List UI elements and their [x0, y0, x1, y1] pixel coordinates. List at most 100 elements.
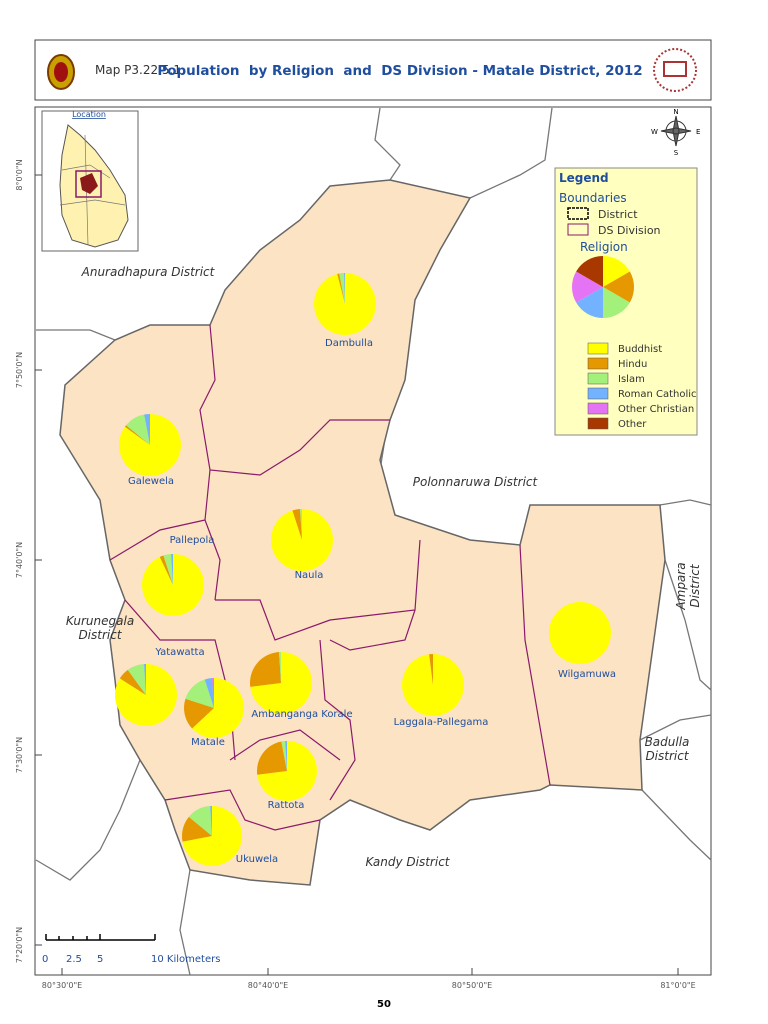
lon-label: 80°30'0"E	[42, 981, 82, 990]
legend-swatch	[587, 417, 609, 430]
legend-district-symbol	[567, 207, 589, 220]
external-boundaries	[35, 107, 712, 976]
pie-slice	[339, 273, 345, 304]
pie-chart	[257, 741, 317, 802]
pie-slice	[119, 669, 146, 695]
division-label: Ukuwela	[236, 854, 278, 865]
legend-label: Islam	[618, 374, 645, 385]
pie-slice	[163, 554, 173, 585]
legend-pie-slice	[603, 271, 635, 303]
compass-e: E	[696, 128, 700, 136]
pie-slice	[292, 509, 302, 540]
pie-slice	[118, 414, 181, 477]
pie-chart	[549, 602, 611, 664]
compass-s: S	[674, 149, 679, 157]
legend-pie-slice	[572, 271, 603, 303]
pie-slice	[285, 741, 287, 771]
pie-slice	[171, 554, 173, 585]
legend-label: DS Division	[598, 224, 661, 237]
legend-label: Roman Catholic	[618, 389, 697, 400]
inset-label: Location	[72, 110, 106, 119]
census-logo	[653, 48, 697, 92]
legend-subtitle: Religion	[580, 240, 628, 254]
pie-chart	[182, 806, 242, 867]
pie-slice	[159, 555, 173, 585]
division-label: Matale	[191, 737, 225, 748]
map-id: Map P3.22.5.1	[95, 63, 181, 77]
lat-label: 7°50'0"N	[15, 352, 24, 388]
legend-subtitle: Boundaries	[559, 191, 627, 205]
pie-slice	[549, 602, 611, 664]
inset-matale	[80, 173, 98, 194]
ds-boundaries	[109, 324, 551, 831]
header-box	[34, 39, 712, 101]
pie-slice	[257, 741, 317, 802]
pie-slice	[250, 652, 281, 687]
pie-slice	[192, 678, 244, 738]
legend-swatch	[587, 372, 609, 385]
pie-slice	[337, 273, 345, 304]
legend-title: Legend	[559, 171, 609, 185]
scale-label: 5	[97, 954, 103, 965]
pie-chart	[313, 273, 376, 335]
pie-slice	[401, 654, 464, 716]
lon-label: 80°50'0"E	[452, 981, 492, 990]
legend-ds-symbol	[567, 223, 589, 236]
lat-label: 7°30'0"N	[15, 737, 24, 773]
scale-label: 10 Kilometers	[151, 954, 220, 965]
legend-label: Other Christian	[618, 404, 694, 415]
compass-w: W	[651, 128, 658, 136]
pie-slice	[210, 806, 212, 836]
legend-swatch	[587, 357, 609, 370]
legend-pie-slice	[576, 256, 603, 287]
inset-focus	[75, 170, 102, 198]
pie-slice	[257, 741, 287, 775]
pie-slice	[144, 663, 146, 695]
pie-slice	[204, 678, 214, 708]
pie-slice	[281, 741, 287, 771]
legend-pie	[572, 256, 635, 318]
emblem	[47, 54, 75, 90]
pie-slice	[279, 652, 281, 683]
division-label: Ambanganga Korale	[251, 709, 352, 720]
legend-pie-slice	[603, 256, 630, 287]
legend-swatch	[587, 402, 609, 415]
region-label: Kandy District	[365, 855, 450, 869]
compass	[660, 115, 692, 147]
pie-chart	[250, 652, 313, 714]
division-label: Wilgamuwa	[558, 669, 616, 680]
legend-label: Hindu	[618, 359, 647, 370]
map-title: Population by Religion and DS Division -…	[157, 63, 642, 79]
pie-chart	[118, 414, 181, 477]
pie-slice	[144, 414, 150, 445]
pie-slice	[300, 509, 302, 540]
pie-slice	[182, 806, 242, 867]
pie-slice	[126, 414, 150, 445]
lat-label: 8°0'0"N	[15, 159, 24, 190]
pie-slice	[429, 653, 433, 685]
legend-swatch	[587, 387, 609, 400]
pie-slice	[114, 664, 177, 726]
legend-swatch	[587, 342, 609, 355]
division-label: Dambulla	[325, 338, 373, 349]
region-label: Badulla District	[644, 735, 690, 763]
region-label: Anuradhapura District	[81, 265, 215, 279]
scale-label: 2.5	[66, 954, 82, 965]
compass-n: N	[673, 108, 678, 116]
pie-slice	[212, 678, 214, 708]
division-label: Rattota	[268, 800, 305, 811]
legend-label: Other	[618, 419, 647, 430]
division-label: Galewela	[128, 476, 174, 487]
pie-slice	[188, 806, 212, 836]
division-label: Laggala-Pallegama	[394, 717, 489, 728]
pie-slice	[124, 425, 150, 445]
pie-chart	[271, 509, 334, 571]
legend-label: Buddhist	[618, 344, 662, 355]
pie-slice	[185, 679, 214, 708]
pie-slice	[250, 652, 313, 714]
lat-label: 7°20'0"N	[15, 927, 24, 963]
legend-label: District	[598, 208, 638, 221]
pie-chart	[141, 554, 204, 616]
